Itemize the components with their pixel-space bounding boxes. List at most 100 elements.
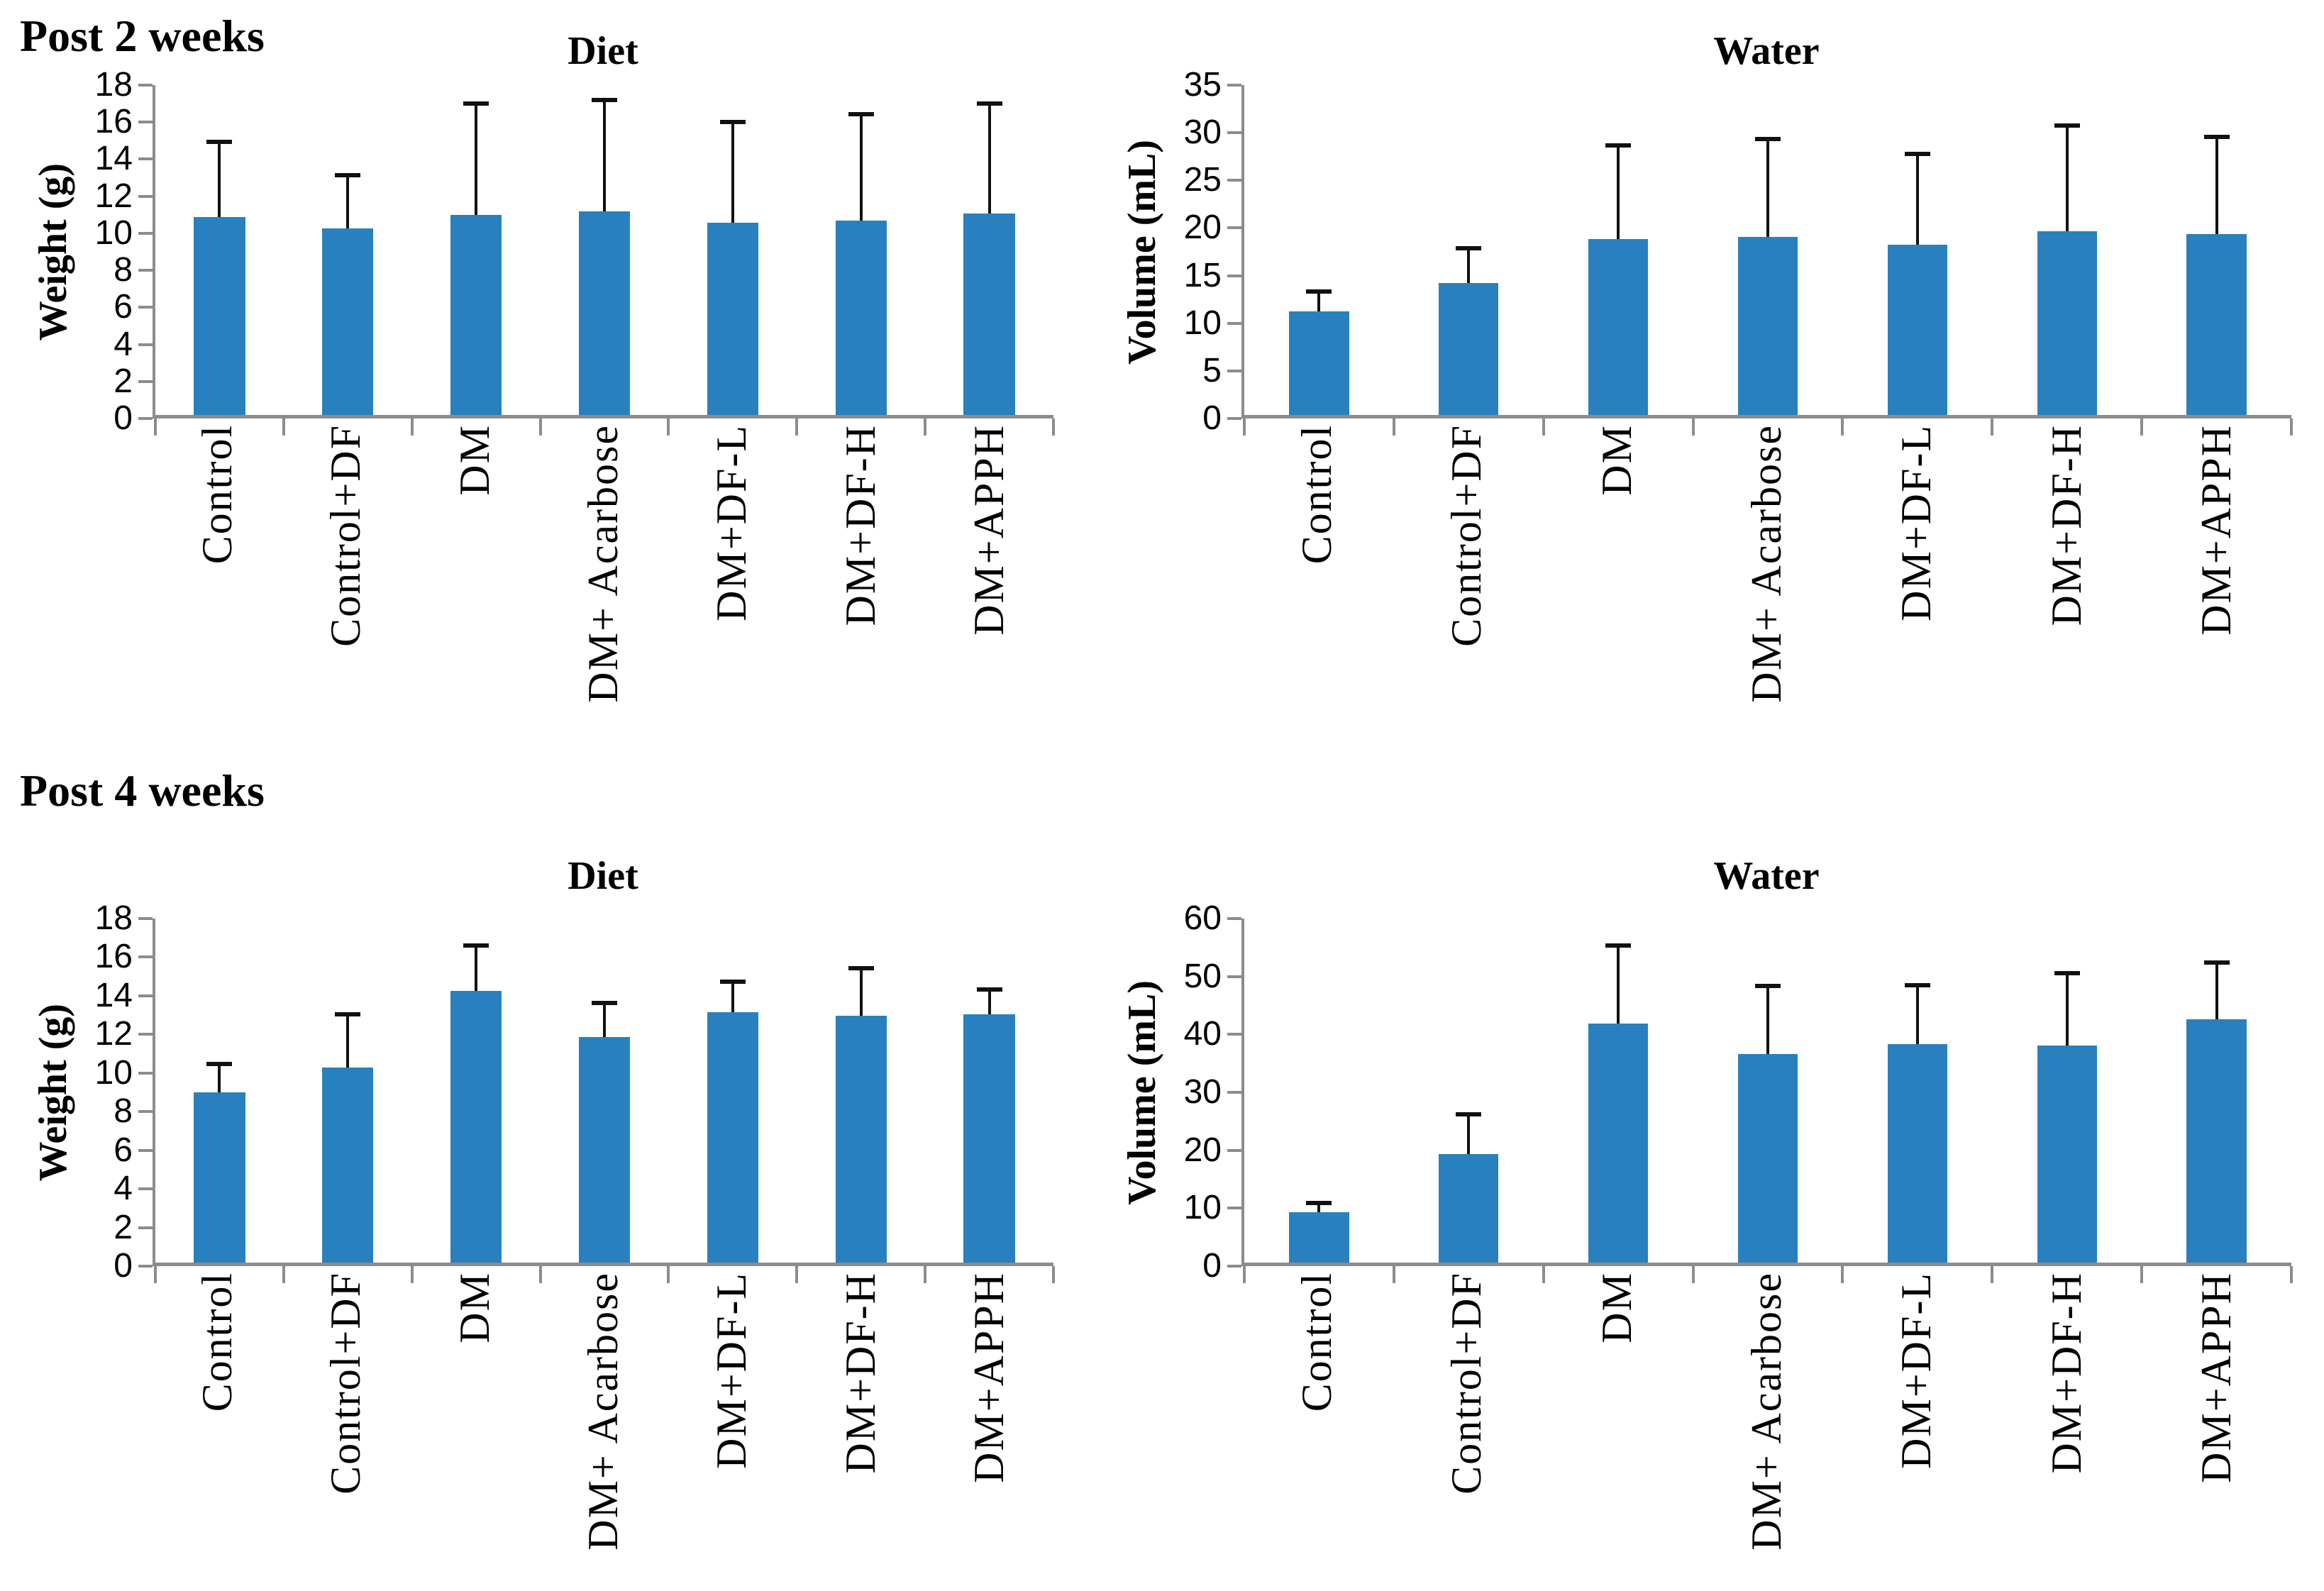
- y-tick-label: 4: [114, 325, 133, 363]
- y-tick-label: 0: [114, 1247, 133, 1285]
- error-whisker-stem: [2065, 972, 2069, 1046]
- y-tick: 2: [114, 364, 153, 399]
- error-whisker-cap: [335, 172, 361, 177]
- bar-DM+APPH: [2186, 233, 2247, 415]
- error-whisker-cap: [2054, 123, 2080, 128]
- x-tick-mark: [538, 1266, 542, 1283]
- x-tick-mark: [795, 1266, 799, 1283]
- x-category-label-Control+DF: Control+DF: [1443, 424, 1490, 647]
- x-tick-mark: [410, 418, 414, 436]
- x-category-label-Control: Control: [193, 1272, 240, 1412]
- y-tick-mark: [138, 194, 153, 198]
- bar-Control+DF: [1439, 1154, 1499, 1263]
- y-tick-mark: [1227, 84, 1241, 87]
- error-whisker-stem: [1766, 985, 1769, 1054]
- bar-DM: [450, 991, 502, 1263]
- error-whisker-cap: [848, 966, 874, 971]
- y-tick-mark: [1227, 1265, 1241, 1268]
- y-tick: 20: [1184, 211, 1241, 245]
- error-whisker-stem: [859, 114, 863, 221]
- y-tick-mark: [1227, 274, 1241, 277]
- x-axis-category-labels: Control Control+DF DM DM+ Acarbose DM+DF-L DM…: [153, 418, 1053, 738]
- y-tick-mark: [138, 306, 153, 309]
- y-tick-label: 18: [94, 899, 133, 937]
- x-tick-mark: [1991, 418, 1994, 436]
- x-tick-mark: [1052, 418, 1055, 436]
- error-whisker-stem: [1617, 946, 1620, 1024]
- x-tick-mark: [1691, 1266, 1695, 1283]
- bar-DM: [1588, 1023, 1649, 1263]
- bar-slot-DM+DF-H: [797, 919, 925, 1263]
- error-whisker-stem: [602, 99, 606, 212]
- x-tick-mark: [924, 1266, 927, 1283]
- y-tick-mark: [138, 417, 153, 420]
- x-tick-mark: [282, 1266, 285, 1283]
- y-tick: 12: [95, 179, 153, 214]
- bar-DM+ Acarbose: [1737, 236, 1798, 415]
- x-category-label-DM+ Acarbose: DM+ Acarbose: [1743, 1272, 1790, 1551]
- x-category-label-DM+DF-H: DM+DF-H: [836, 1272, 884, 1474]
- section-header-post-2-weeks: Post 2 weeks: [20, 11, 265, 61]
- y-tick-label: 2: [114, 1208, 133, 1246]
- y-tick-label: 60: [1183, 899, 1222, 937]
- x-tick-mark: [1691, 418, 1695, 436]
- bar-slot-DM+ Acarbose: [541, 919, 669, 1263]
- error-whisker-stem: [475, 103, 478, 216]
- x-category-label-Control+DF: Control+DF: [1443, 1272, 1490, 1495]
- x-tick-mark: [2140, 1266, 2144, 1283]
- y-tick: 20: [1184, 1133, 1241, 1168]
- y-tick-mark: [138, 955, 153, 959]
- error-whisker-cap: [1306, 289, 1332, 294]
- y-tick: 4: [114, 325, 153, 363]
- bar-slot-DM: [412, 85, 541, 415]
- bar-slot-DM+DF-L: [1842, 85, 1992, 415]
- plot-area: [153, 919, 1055, 1283]
- error-whisker-cap: [335, 1011, 361, 1016]
- y-tick-label: 4: [114, 1170, 133, 1208]
- error-whisker-cap: [719, 979, 746, 984]
- y-tick: 6: [114, 1133, 153, 1168]
- y-axis: 0 5 10 15 20 25 30 35: [1167, 68, 1241, 436]
- bar-DM+ Acarbose: [578, 1037, 631, 1263]
- x-category-label-DM: DM: [450, 1272, 498, 1343]
- chart-post4-diet: Diet Weight (g) 0 2 4 6 8 10 12 14 16 18 Control C…: [28, 805, 1055, 1584]
- y-tick-mark: [138, 269, 153, 272]
- y-tick: 0: [114, 1249, 153, 1283]
- y-axis: 0 2 4 6 8 10 12 14 16 18: [78, 902, 153, 1283]
- error-whisker-stem: [475, 945, 478, 992]
- error-whisker-cap: [976, 987, 1002, 992]
- plot-area: [153, 85, 1055, 436]
- y-tick: 15: [1184, 258, 1241, 293]
- x-tick-mark: [154, 1266, 157, 1283]
- bar-slot-DM+DF-H: [1992, 85, 2142, 415]
- error-whisker-stem: [218, 142, 221, 217]
- y-tick: 16: [95, 105, 153, 139]
- x-category-label-DM: DM: [450, 424, 498, 496]
- x-category-label-DM+DF-L: DM+DF-L: [708, 1272, 756, 1469]
- error-whisker-cap: [2203, 960, 2230, 965]
- x-tick-mark: [1243, 418, 1246, 436]
- y-tick-mark: [138, 379, 153, 383]
- x-tick-mark: [795, 418, 799, 436]
- error-whisker-cap: [976, 101, 1002, 106]
- bar-DM: [450, 215, 502, 415]
- y-axis-title: Volume (mL): [1120, 980, 1164, 1205]
- y-tick-mark: [1227, 1033, 1241, 1036]
- bar-Control: [194, 1092, 245, 1263]
- error-whisker-stem: [2215, 137, 2218, 234]
- y-axis-title: Volume (mL): [1120, 139, 1164, 365]
- plot-area: [1241, 919, 2293, 1283]
- x-category-label-DM+DF-L: DM+DF-L: [1893, 424, 1940, 621]
- y-tick: 10: [95, 216, 153, 250]
- bar-DM: [1588, 238, 1649, 415]
- x-tick-mark: [1243, 1266, 1246, 1283]
- error-whisker-cap: [591, 97, 617, 102]
- y-tick: 30: [1184, 1075, 1241, 1109]
- bar-DM+ Acarbose: [1737, 1053, 1798, 1263]
- bar-slot-Control+DF: [1394, 919, 1544, 1263]
- chart-body: Weight (g) 0 2 4 6 8 10 12 14 16 18: [28, 68, 1055, 436]
- y-tick-mark: [138, 1187, 153, 1191]
- y-tick: 8: [114, 1094, 153, 1129]
- x-tick-mark: [1392, 418, 1395, 436]
- y-tick-label: 14: [94, 140, 133, 178]
